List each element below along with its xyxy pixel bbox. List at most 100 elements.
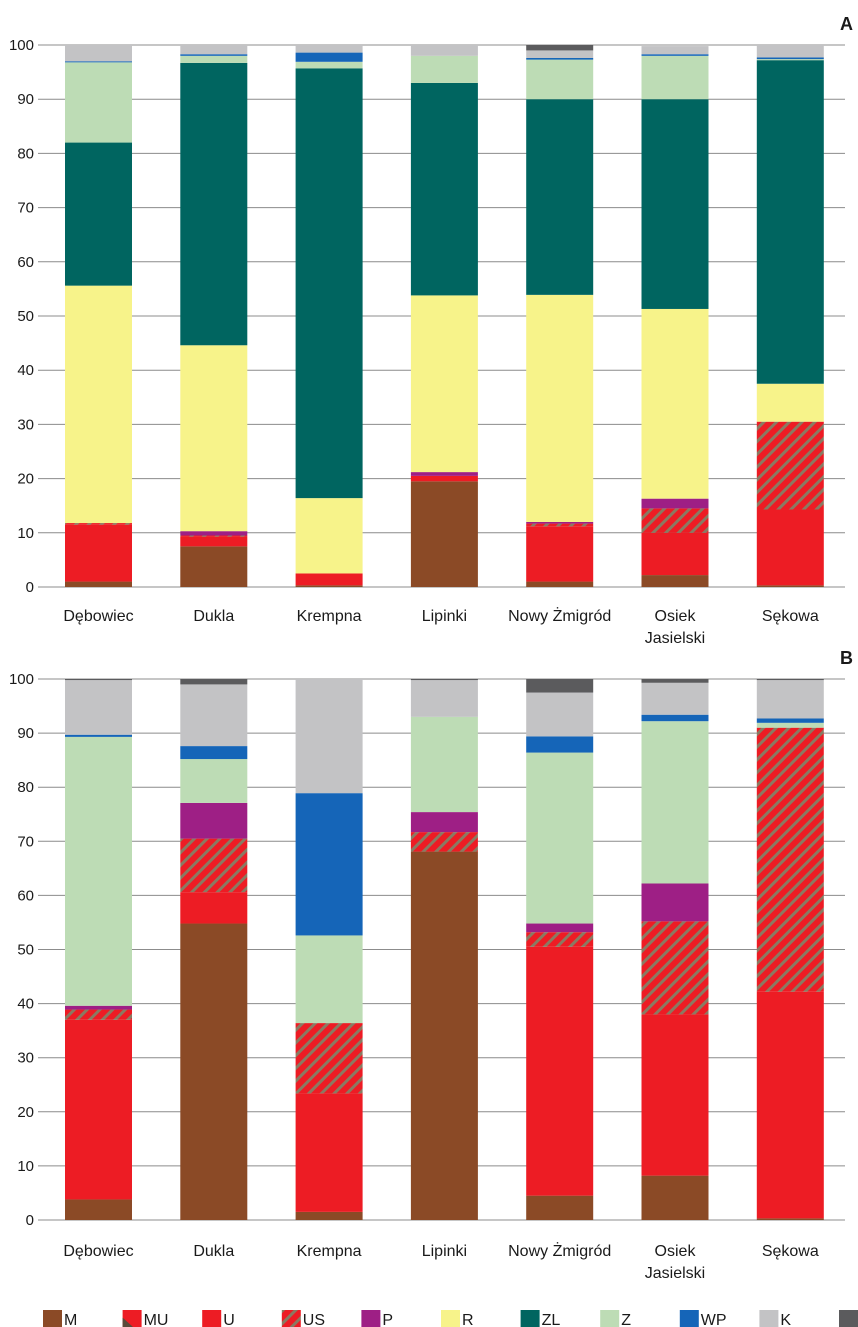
legend: M MU U US P R ZL Z WP K IT [43, 1310, 858, 1327]
y-tick-label: 70 [17, 200, 34, 217]
legend-label: Z [621, 1312, 631, 1327]
chart-panel-b: 0 10 20 30 40 50 60 70 80 90 100 Dębowiec Dukla Kremp… [9, 671, 845, 1282]
bar-segment-u-dukla [180, 536, 248, 547]
category-label-a: Dębowiec [63, 608, 133, 625]
y-tick-label: 90 [17, 91, 34, 108]
legend-swatch [600, 1310, 620, 1327]
bar-segment-p-lipinki [410, 472, 478, 476]
bar-segment-wp-osiek-jasielski [641, 714, 709, 722]
bar-segment-us-osiek-jasielski [641, 921, 709, 1015]
y-tick-label: 90 [17, 725, 34, 742]
panel-label-a: A [840, 14, 853, 34]
bar-segment-it-debowiec [65, 679, 132, 681]
bar-segment-u-nowy-zmigrod [526, 526, 594, 582]
category-label-a: Lipinki [422, 608, 467, 625]
category-label-b: Dębowiec [63, 1243, 133, 1260]
y-tick-label: 60 [17, 254, 34, 271]
category-label-a: Krempna [297, 608, 362, 625]
bar-segment-u-krempna [295, 1093, 363, 1212]
bar-segment-it-dukla [180, 679, 248, 685]
bar-segment-p-debowiec [65, 1005, 132, 1010]
bar-segment-k-krempna [295, 679, 363, 794]
bar-segment-u-krempna [295, 573, 363, 586]
y-tick-label: 70 [17, 833, 34, 850]
bar-segment-us-debowiec [65, 1009, 132, 1020]
bar-segment-wp-debowiec [65, 734, 132, 737]
bar-segment-k-sekowa [756, 680, 824, 719]
bar-segment-k-dukla [180, 684, 248, 747]
bar-segment-m-debowiec [65, 581, 132, 587]
bar-segment-z-osiek-jasielski [641, 55, 709, 100]
bar-segment-m-osiek-jasielski [641, 1175, 709, 1220]
legend-label: K [780, 1312, 791, 1327]
y-tick-label: 30 [17, 416, 34, 433]
category-label-a: Sękowa [762, 608, 819, 625]
bar-stack-dukla [180, 45, 248, 587]
bar-segment-u-dukla [180, 892, 248, 924]
bar-segment-k-nowy-zmigrod [526, 50, 594, 59]
category-label-a: Nowy Żmigród [508, 606, 611, 625]
bar-segment-k-lipinki [410, 680, 478, 717]
legend-item-k: K [759, 1310, 791, 1327]
bar-segment-us-dukla [180, 838, 248, 893]
bar-segment-r-dukla [180, 345, 248, 532]
legend-item-p: P [361, 1310, 393, 1327]
bar-stack-sekowa [756, 45, 824, 587]
bar-segment-z-debowiec [65, 736, 132, 1006]
bar-segment-us-lipinki [410, 832, 478, 852]
bar-segment-wp-debowiec [65, 61, 132, 63]
bar-segment-m-debowiec [65, 1199, 132, 1220]
category-label-b: Sękowa [762, 1243, 819, 1260]
legend-swatch [202, 1310, 222, 1327]
bar-segment-k-dukla [180, 45, 248, 55]
bar-segment-m-lipinki [410, 481, 478, 587]
bar-segment-it-nowy-zmigrod [526, 679, 594, 693]
bar-segment-us-dukla [180, 535, 248, 537]
y-tick-label: 20 [17, 1104, 34, 1121]
bar-segment-wp-sekowa [756, 57, 824, 60]
legend-label: P [382, 1312, 393, 1327]
legend-label: WP [701, 1312, 727, 1327]
bar-segment-zl-osiek-jasielski [641, 99, 709, 309]
category-label-a: Osiek Jasielski [645, 608, 705, 647]
legend-label: R [462, 1312, 474, 1327]
bar-segment-u-debowiec [65, 1019, 132, 1200]
legend-swatch [281, 1310, 301, 1327]
y-tick-label: 60 [17, 887, 34, 904]
bar-segment-k-debowiec [65, 45, 132, 62]
y-tick-label: 0 [26, 579, 34, 596]
bar-segment-wp-nowy-zmigrod [526, 736, 594, 753]
bar-segment-m-nowy-zmigrod [526, 581, 594, 587]
bar-segment-m-sekowa [756, 585, 824, 587]
y-tick-label: 50 [17, 942, 34, 959]
bar-segment-z-debowiec [65, 62, 132, 143]
bar-segment-u-osiek-jasielski [641, 1014, 709, 1176]
bar-stack-debowiec [65, 679, 132, 1220]
bar-segment-us-nowy-zmigrod [526, 932, 594, 947]
bar-segment-m-sekowa [756, 1218, 824, 1220]
bar-segment-k-krempna [295, 45, 363, 53]
legend-swatch [520, 1310, 540, 1327]
bar-segment-m-nowy-zmigrod [526, 1195, 594, 1220]
bar-segment-p-nowy-zmigrod [526, 923, 594, 933]
bar-segment-z-lipinki [410, 716, 478, 813]
legend-swatch [839, 1310, 858, 1327]
bar-segment-m-krempna [295, 1211, 363, 1220]
bar-segment-m-osiek-jasielski [641, 575, 709, 587]
bar-stack-nowy-zmigrod [526, 45, 594, 587]
bar-stack-lipinki [410, 45, 478, 587]
legend-item-mu: MU [122, 1310, 168, 1327]
bar-stack-dukla [180, 679, 248, 1220]
legend-swatch [361, 1310, 381, 1327]
bar-segment-zl-nowy-zmigrod [526, 99, 594, 295]
bar-segment-k-osiek-jasielski [641, 46, 709, 55]
bar-segment-m-lipinki [410, 851, 478, 1220]
bar-segment-p-dukla [180, 531, 248, 536]
y-tick-label: 0 [26, 1212, 34, 1229]
chart-panel-a: 0 10 20 30 40 50 60 70 80 90 100 Dębowiec Dukla Kremp… [9, 37, 845, 647]
legend-item-wp: WP [679, 1310, 727, 1327]
bar-segment-k-debowiec [65, 680, 132, 735]
legend-swatch [441, 1310, 460, 1327]
category-label-b: Dukla [193, 1243, 234, 1260]
legend-label: ZL [542, 1312, 561, 1327]
